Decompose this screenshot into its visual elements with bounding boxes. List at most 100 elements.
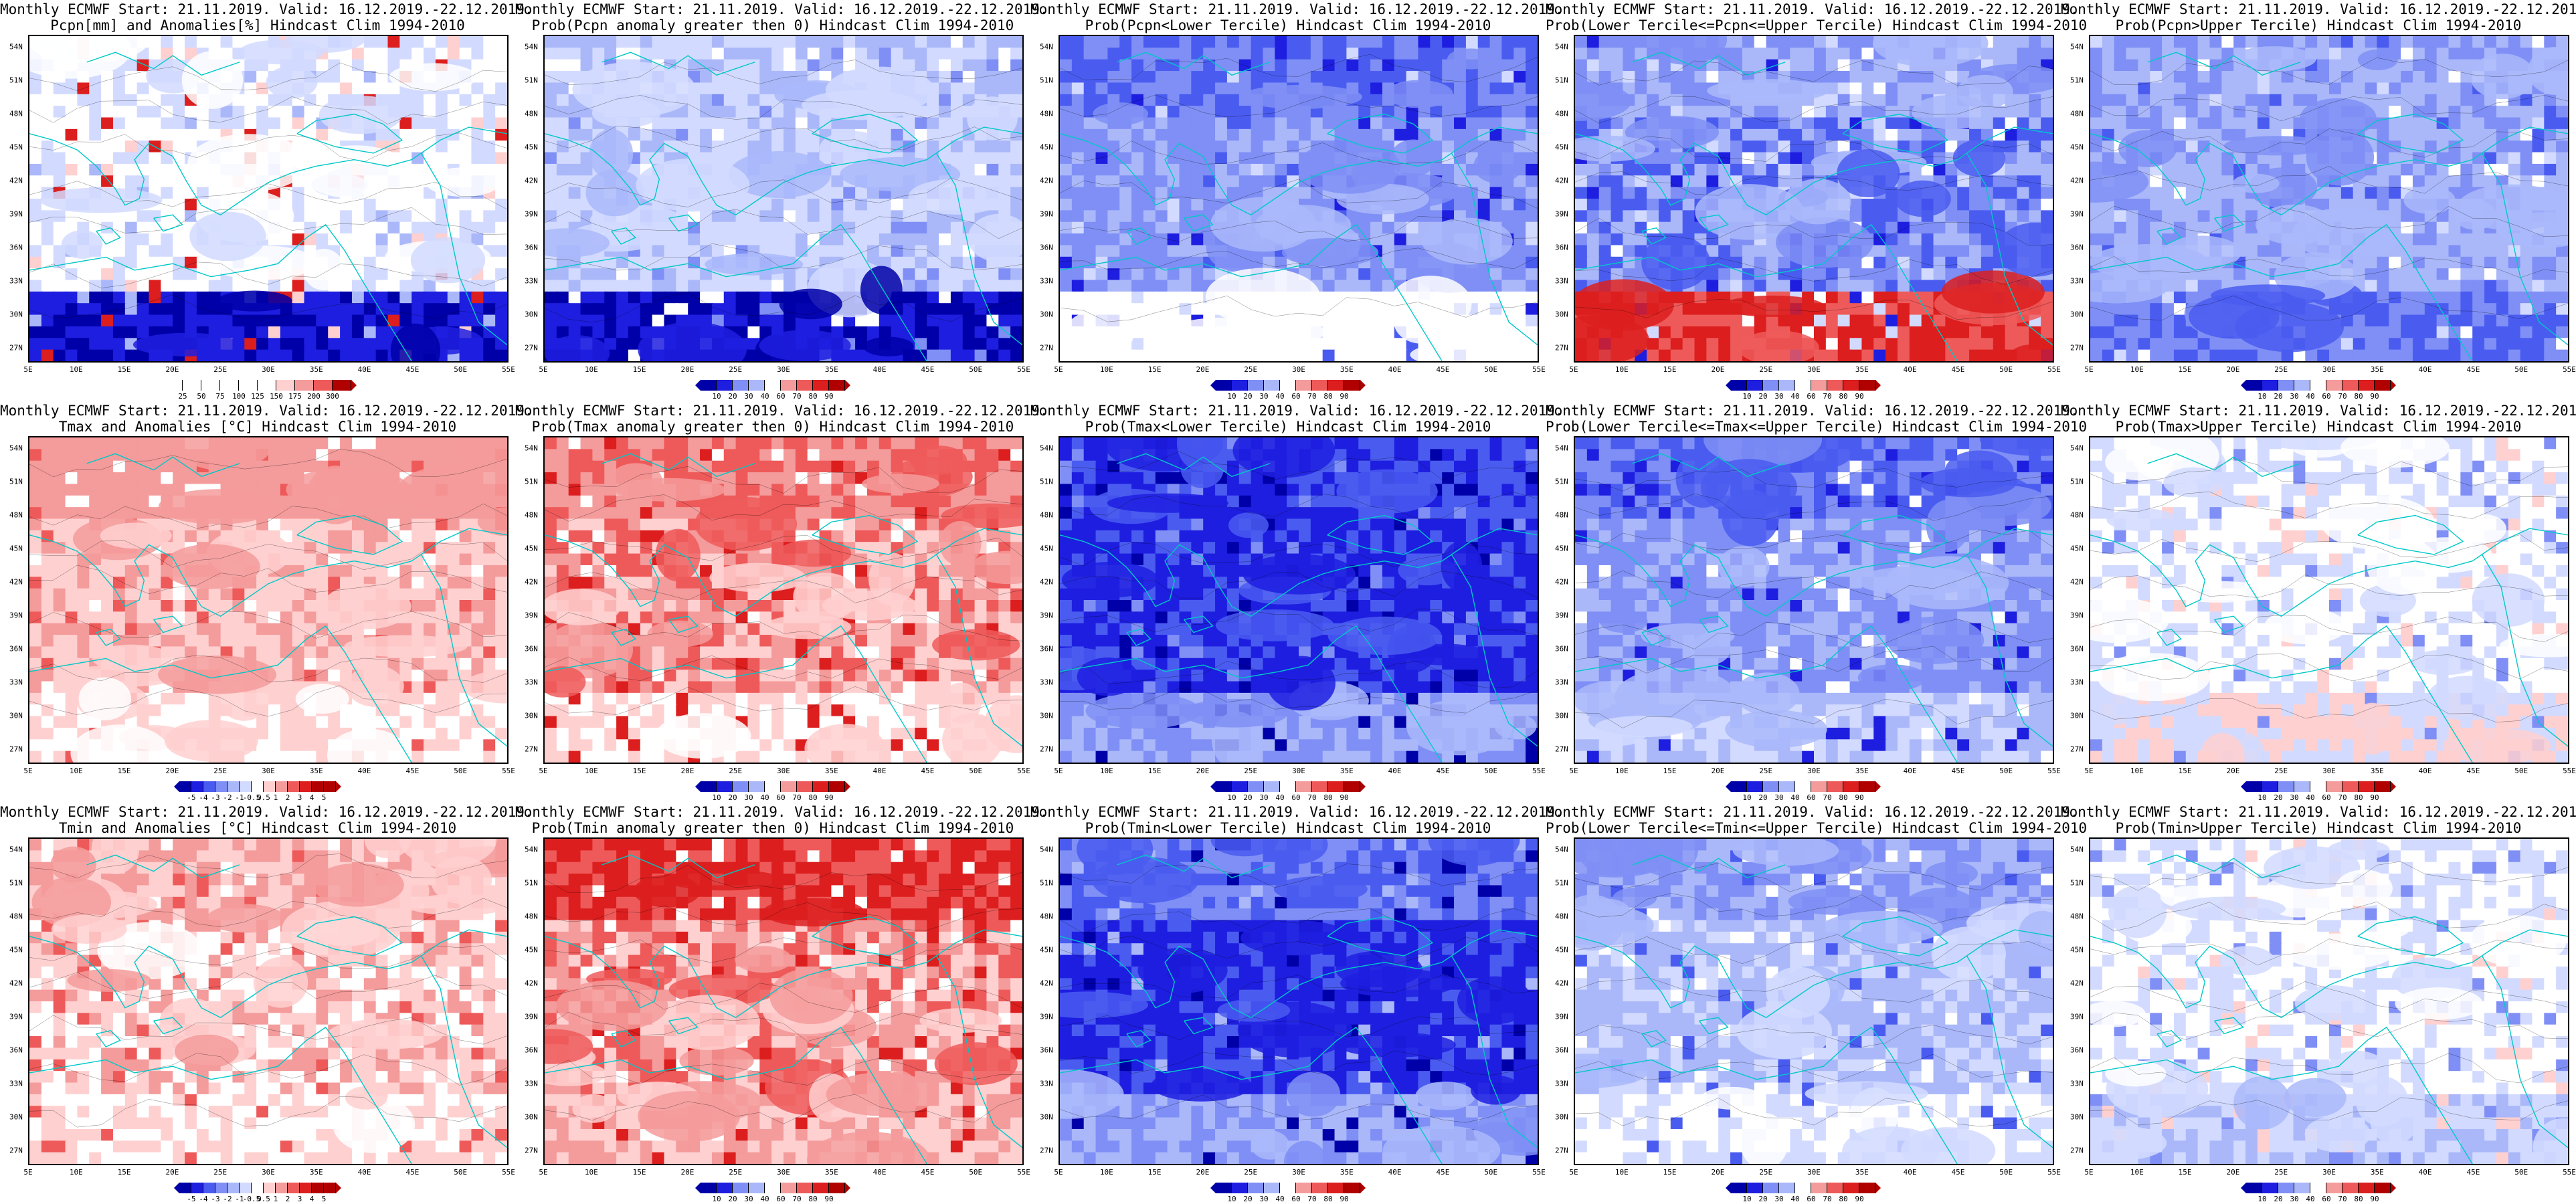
colorbar-segment [749, 1183, 765, 1193]
colorbar-tick-label: 20 [1243, 793, 1253, 802]
panel-title-line2: Prob(Lower Tercile<=Tmin<=Upper Tercile)… [1546, 820, 2088, 836]
latitude-label: 45N [2070, 945, 2084, 955]
colorbar-segment [2375, 1183, 2391, 1193]
latitude-label: 42N [1555, 979, 1568, 988]
latitude-label: 54N [525, 845, 538, 854]
colorbar-segment [2246, 1183, 2262, 1193]
latitude-label: 39N [2070, 209, 2084, 219]
colorbar-tick-label: 20 [2274, 793, 2283, 802]
colorbar-tick-label: 90 [824, 392, 834, 401]
latitude-label: 48N [525, 510, 538, 520]
latitude-label: 30N [1040, 1112, 1053, 1122]
panel-title-line1: Monthly ECMWF Start: 21.11.2019. Valid: … [2061, 804, 2576, 820]
latitude-label: 48N [1555, 109, 1568, 118]
colorbar-tick-label: 4 [309, 793, 314, 802]
longitude-label: 45E [2466, 365, 2480, 374]
latitude-label: 42N [525, 577, 538, 587]
colorbar-tick-label: 80 [808, 392, 818, 401]
longitude-label: 40E [357, 365, 371, 374]
colorbar-tick-label: 300 [326, 392, 339, 401]
colorbar-tick-label: 5 [321, 793, 327, 802]
longitude-label: 10E [1099, 1168, 1113, 1177]
longitude-label: 15E [2178, 1168, 2192, 1177]
colorbar-tick-label: 40 [2306, 1195, 2315, 1203]
colorbar-tick-label: -0.5 [242, 1195, 261, 1203]
longitude-label: 5E [1569, 767, 1578, 775]
colorbar-tick-label: 90 [2370, 1195, 2379, 1203]
longitude-label: 50E [1484, 1168, 1498, 1177]
latitude-label: 45N [525, 945, 538, 955]
colorbar-segment [252, 1183, 264, 1193]
longitude-label: 10E [1615, 365, 1629, 374]
colorbar-tick-label: 40 [1790, 392, 1800, 401]
colorbar-tick-label: 60 [776, 392, 786, 401]
colorbar [1210, 1183, 1366, 1193]
colorbar-segment [2342, 380, 2359, 391]
colorbar-tick-label: 0.5 [257, 1195, 270, 1203]
colorbar-segment [2262, 781, 2278, 792]
colorbar-tick-label: 1 [273, 793, 278, 802]
longitude-label: 55E [2047, 1168, 2061, 1177]
panel-title-line2: Prob(Tmin anomaly greater then 0) Hindca… [531, 820, 1014, 836]
panel-title-line1: Monthly ECMWF Start: 21.11.2019. Valid: … [2061, 403, 2576, 419]
longitude-label: 55E [1017, 365, 1030, 374]
longitude-label: 25E [2274, 1168, 2288, 1177]
latitude-label: 33N [9, 678, 23, 687]
latitude-label: 45N [9, 142, 23, 152]
panel-title-line2: Prob(Tmax>Upper Tercile) Hindcast Clim 1… [2115, 419, 2522, 435]
colorbar-segment [2294, 781, 2310, 792]
latitude-label: 54N [2070, 443, 2084, 453]
latitude-label: 39N [9, 1012, 23, 1021]
map-panel: Monthly ECMWF Start: 21.11.2019. Valid: … [2061, 401, 2576, 803]
colorbar-segment [717, 781, 733, 792]
latitude-label: 27N [1040, 744, 1053, 754]
map-panel: Monthly ECMWF Start: 21.11.2019. Valid: … [515, 803, 1048, 1204]
latitude-label: 39N [2070, 611, 2084, 620]
longitude-label: 5E [1054, 767, 1063, 775]
colorbar-segment [733, 781, 749, 792]
map-panel: Monthly ECMWF Start: 21.11.2019. Valid: … [1030, 0, 1564, 401]
colorbar-tick-label: 20 [1758, 1195, 1768, 1203]
latitude-label: 39N [9, 209, 23, 219]
latitude-label: 51N [1555, 76, 1568, 85]
longitude-label: 40E [357, 767, 371, 775]
colorbar-tick-label: 20 [1758, 793, 1768, 802]
longitude-label: 25E [1759, 767, 1773, 775]
longitude-label: 30E [777, 767, 790, 775]
colorbar-segment [227, 1183, 240, 1193]
map-area [543, 436, 1024, 764]
longitude-label: 15E [1147, 1168, 1162, 1177]
colorbar [1726, 781, 1881, 792]
longitude-label: 15E [2178, 767, 2192, 775]
colorbar-tick-label: 90 [824, 1195, 834, 1203]
colorbar-segment [765, 781, 781, 792]
colorbar-high-arrow [1875, 380, 1881, 391]
colorbar-low-arrow [2241, 1183, 2246, 1193]
longitude-label: 25E [213, 767, 227, 775]
longitude-label: 35E [2370, 365, 2384, 374]
colorbar-segment [1264, 1183, 1280, 1193]
colorbar-segment [288, 781, 300, 792]
longitude-label: 55E [502, 365, 515, 374]
longitude-label: 50E [1484, 365, 1498, 374]
latitude-label: 51N [2070, 477, 2084, 486]
colorbar-segment [1811, 1183, 1827, 1193]
colorbar-segment [1264, 781, 1280, 792]
panel-title-line1: Monthly ECMWF Start: 21.11.2019. Valid: … [515, 1, 1048, 17]
colorbar-segment [1795, 1183, 1811, 1193]
map-field [29, 839, 507, 1164]
latitude-label: 48N [2070, 912, 2084, 921]
longitude-label: 45E [405, 365, 420, 374]
colorbar-segment [1763, 380, 1779, 391]
latitude-label: 27N [1555, 744, 1568, 754]
longitude-label: 30E [2322, 1168, 2336, 1177]
latitude-label: 42N [2070, 979, 2084, 988]
colorbar-tick-label: 40 [760, 793, 769, 802]
colorbar-tick-label: 10 [2258, 793, 2267, 802]
longitude-label: 40E [2418, 1168, 2432, 1177]
map-field [1060, 437, 1538, 763]
colorbar-tick-label: 40 [1275, 1195, 1285, 1203]
longitude-label: 55E [2563, 1168, 2576, 1177]
colorbar-segment [1843, 781, 1859, 792]
latitude-label: 30N [1040, 310, 1053, 319]
